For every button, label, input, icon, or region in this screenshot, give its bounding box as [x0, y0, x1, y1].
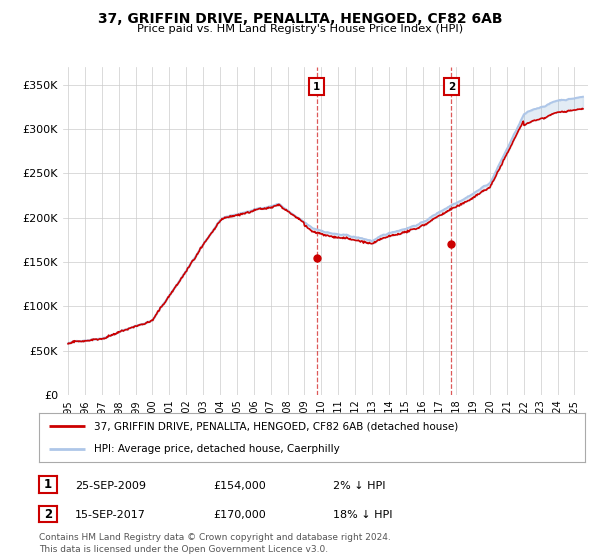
Text: Price paid vs. HM Land Registry's House Price Index (HPI): Price paid vs. HM Land Registry's House …: [137, 24, 463, 34]
Text: £170,000: £170,000: [213, 510, 266, 520]
Text: 25-SEP-2009: 25-SEP-2009: [75, 480, 146, 491]
Text: £154,000: £154,000: [213, 480, 266, 491]
Text: 15-SEP-2017: 15-SEP-2017: [75, 510, 146, 520]
Text: 1: 1: [44, 478, 52, 491]
Text: 2: 2: [448, 82, 455, 92]
Text: HPI: Average price, detached house, Caerphilly: HPI: Average price, detached house, Caer…: [94, 444, 340, 454]
Text: 1: 1: [313, 82, 320, 92]
Text: 2: 2: [44, 507, 52, 521]
Text: Contains HM Land Registry data © Crown copyright and database right 2024.
This d: Contains HM Land Registry data © Crown c…: [39, 533, 391, 554]
Text: 37, GRIFFIN DRIVE, PENALLTA, HENGOED, CF82 6AB (detached house): 37, GRIFFIN DRIVE, PENALLTA, HENGOED, CF…: [94, 421, 458, 431]
Text: 37, GRIFFIN DRIVE, PENALLTA, HENGOED, CF82 6AB: 37, GRIFFIN DRIVE, PENALLTA, HENGOED, CF…: [98, 12, 502, 26]
Text: 2% ↓ HPI: 2% ↓ HPI: [333, 480, 386, 491]
Text: 18% ↓ HPI: 18% ↓ HPI: [333, 510, 392, 520]
